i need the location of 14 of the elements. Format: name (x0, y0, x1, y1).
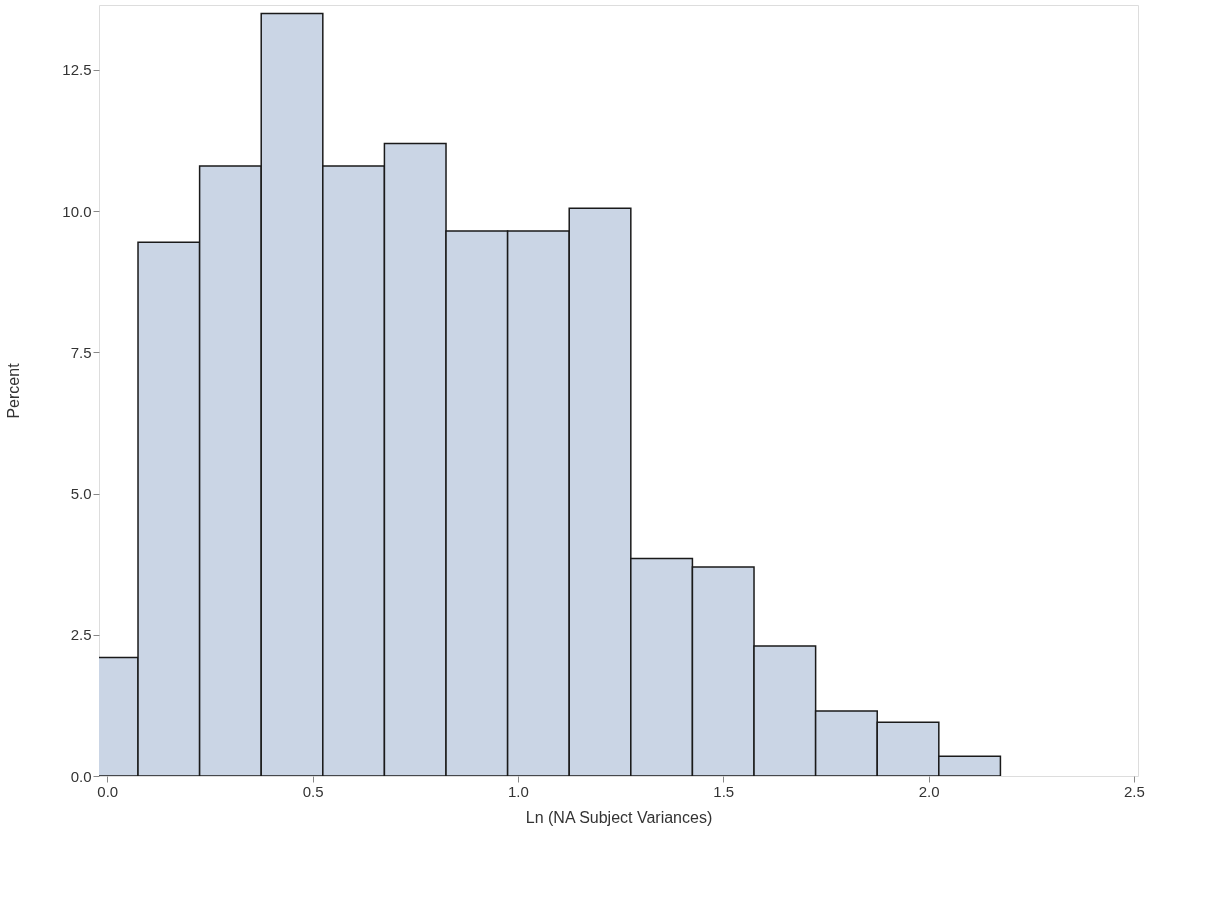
y-axis-title: Percent (5, 362, 23, 419)
x-axis-title: Ln (NA Subject Variances) (525, 808, 713, 826)
y-tick-label: 12.5 (62, 61, 92, 79)
x-tick-label: 2.0 (918, 782, 940, 800)
x-tick-label: 0.0 (97, 782, 119, 800)
x-tick-label: 0.5 (302, 782, 324, 800)
y-tick-label: 5.0 (70, 485, 92, 503)
x-tick-label: 1.5 (713, 782, 735, 800)
y-tick-label: 10.0 (62, 202, 92, 220)
y-tick-label: 2.5 (70, 626, 92, 644)
x-tick-label: 1.0 (507, 782, 529, 800)
y-tick-label: 0.0 (70, 767, 92, 785)
y-tick-label: 7.5 (70, 343, 92, 361)
x-tick-label: 2.5 (1123, 782, 1145, 800)
